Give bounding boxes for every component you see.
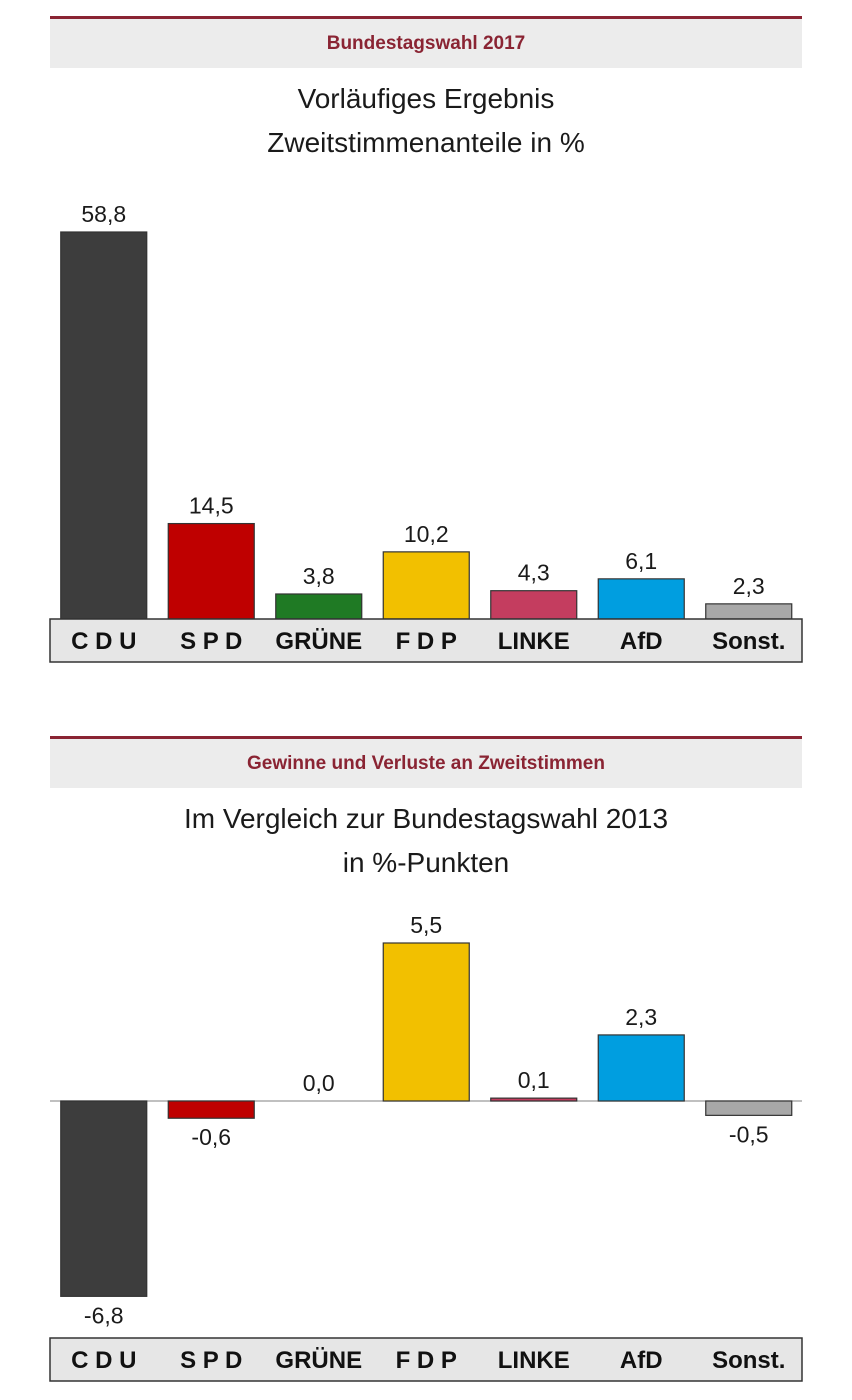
category-label: F D P [396,1347,457,1374]
data-label: -0,5 [729,1121,769,1147]
data-label: 58,8 [81,201,126,227]
chart-header: Gewinne und Verluste an Zweitstimmen [247,752,605,774]
chart-panel-changes: Gewinne und Verluste an Zweitstimmen Im … [50,736,802,1386]
bar [382,551,470,620]
category-label: F D P [396,628,457,655]
category-label: S P D [180,628,242,655]
bar [490,1097,578,1102]
chart-title-line-1: Vorläufiges Ergebnis [297,83,555,114]
category-label: C D U [71,628,136,655]
category-axis-bar [49,1337,803,1382]
category-label: Sonst. [712,1347,785,1374]
category-label: LINKE [498,628,570,655]
category-label: GRÜNE [275,628,362,655]
chart-header-bar: Bundestagswahl 2017 [50,16,802,68]
chart-title: Im Vergleich zur Bundestagswahl 2013 in … [50,797,802,885]
data-label: 14,5 [189,493,234,519]
category-label: LINKE [498,1347,570,1374]
chart-title-line-2: in %-Punkten [342,847,510,878]
category-label: AfD [620,1347,663,1374]
data-label: 5,5 [410,912,442,938]
chart-title-line-1: Im Vergleich zur Bundestagswahl 2013 [183,803,669,834]
data-label: 6,1 [625,548,657,574]
bar [597,1034,685,1102]
bar [167,522,255,620]
data-label: 0,0 [303,1070,335,1096]
chart-title-line-2: Zweitstimmenanteile in % [267,127,585,158]
chart-header-bar: Gewinne und Verluste an Zweitstimmen [50,736,802,788]
category-label: Sonst. [712,628,785,655]
bar [60,231,148,620]
data-label: 4,3 [518,560,550,586]
chart-panel-results: Bundestagswahl 2017 Vorläufiges Ergebnis… [50,16,802,666]
category-label: C D U [71,1347,136,1374]
chart-header: Bundestagswahl 2017 [326,32,526,54]
results-bar-chart: 58,8 14,5 3,8 10,2 4,3 6,1 2,3 C D U S P D GRÜNE F… [49,201,803,663]
data-label: -0,6 [191,1124,231,1150]
category-axis-bar [49,618,803,663]
data-label: 0,1 [518,1067,550,1093]
bar [60,1100,148,1297]
bar [597,578,685,620]
chart-title: Vorläufiges Ergebnis Zweitstimmenanteile… [50,77,802,165]
data-label: 10,2 [404,521,449,547]
bar [167,1100,255,1119]
bar [275,593,363,620]
bar [705,1100,793,1116]
bar [382,942,470,1102]
category-label: S P D [180,1347,242,1374]
data-label: 2,3 [625,1004,657,1030]
data-label: -6,8 [84,1302,124,1328]
data-label: 2,3 [733,573,765,599]
data-label: 3,8 [303,563,335,589]
category-label: GRÜNE [275,1347,362,1374]
category-label: AfD [620,628,663,655]
